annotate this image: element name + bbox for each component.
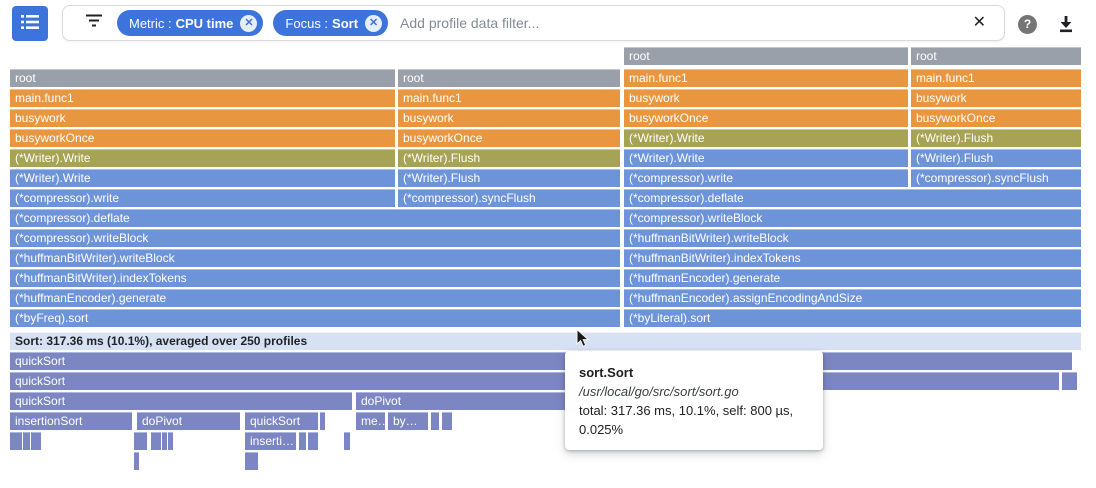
- flame-frame[interactable]: insertionSort: [10, 412, 132, 430]
- flame-frame-sliver[interactable]: [245, 452, 250, 470]
- flame-frame-sliver[interactable]: [313, 432, 318, 450]
- flame-frame[interactable]: (*huffmanBitWriter).writeBlock: [624, 229, 1081, 247]
- flame-frame[interactable]: (*Writer).Write: [10, 149, 395, 167]
- flame-frame[interactable]: (*compressor).syncFlush: [398, 189, 620, 207]
- flame-frame[interactable]: (*compressor).write: [624, 169, 908, 187]
- flame-frame[interactable]: quickSort: [10, 352, 1072, 370]
- filter-list-icon: [85, 14, 103, 32]
- filter-input[interactable]: [398, 14, 973, 32]
- flame-frame[interactable]: root: [911, 47, 1081, 65]
- flame-frame[interactable]: doPivot: [356, 392, 620, 410]
- flame-frame[interactable]: main.func1: [398, 89, 620, 107]
- clear-icon[interactable]: ✕: [972, 14, 986, 31]
- flame-frame[interactable]: main.func1: [624, 69, 908, 87]
- filter-bar: Metric : CPU time ✕ Focus : Sort ✕ ✕: [62, 5, 1005, 41]
- flame-frame[interactable]: (*Writer).Write: [10, 169, 395, 187]
- flame-frame[interactable]: busyworkOnce: [10, 129, 395, 147]
- flame-frame[interactable]: (*compressor).writeBlock: [624, 209, 1081, 227]
- flame-frame[interactable]: busyworkOnce: [398, 129, 620, 147]
- flame-frame[interactable]: (*huffmanEncoder).generate: [624, 269, 1081, 287]
- chip-metric[interactable]: Metric : CPU time ✕: [117, 10, 264, 36]
- flame-frame[interactable]: (*compressor).deflate: [10, 209, 620, 227]
- flame-frame-sliver[interactable]: [23, 432, 30, 450]
- flame-frame[interactable]: (*huffmanBitWriter).indexTokens: [10, 269, 620, 287]
- flame-frame[interactable]: (*huffmanEncoder).assignEncodingAndSize: [624, 289, 1081, 307]
- tooltip-function-name: sort.Sort: [579, 365, 634, 380]
- flame-frame[interactable]: (*compressor).deflate: [624, 189, 1081, 207]
- flame-frame-sliver[interactable]: [299, 432, 306, 450]
- tooltip-source-path: /usr/local/go/src/sort/sort.go: [579, 384, 739, 399]
- flame-frame-sliver[interactable]: [168, 432, 173, 450]
- flame-frame[interactable]: (*huffmanEncoder).generate: [10, 289, 620, 307]
- flame-frame[interactable]: quickSort: [10, 372, 1059, 390]
- download-icon[interactable]: [1056, 14, 1076, 34]
- flame-frame-sliver[interactable]: [151, 432, 161, 450]
- flame-frame[interactable]: root: [10, 69, 395, 87]
- flame-frame[interactable]: root: [624, 47, 908, 65]
- flame-frame-sliver[interactable]: [447, 412, 452, 430]
- flame-frame-sliver[interactable]: [162, 432, 167, 450]
- flame-frame-sliver[interactable]: [308, 432, 313, 450]
- flame-frame[interactable]: (*byLiteral).sort: [624, 309, 1081, 327]
- flame-frame-sliver[interactable]: [344, 432, 350, 450]
- flame-frame-sliver[interactable]: [36, 432, 41, 450]
- flame-frame[interactable]: root: [398, 69, 620, 87]
- flame-frame-sliver[interactable]: [253, 452, 258, 470]
- flame-frame[interactable]: Sort: 317.36 ms (10.1%), averaged over 2…: [10, 332, 1081, 350]
- flame-frame[interactable]: (*Writer).Flush: [398, 169, 620, 187]
- list-icon: [20, 14, 40, 33]
- flame-frame[interactable]: (*byFreq).sort: [10, 309, 620, 327]
- tooltip-metrics: total: 317.36 ms, 10.1%, self: 800 µs, 0…: [579, 403, 794, 437]
- chip-focus-value: Sort: [332, 15, 359, 31]
- chip-metric-prefix: Metric :: [129, 15, 172, 31]
- flame-frame-sliver[interactable]: [10, 432, 22, 450]
- frame-tooltip: sort.Sort /usr/local/go/src/sort/sort.go…: [565, 351, 823, 450]
- flame-frame[interactable]: me…: [356, 412, 385, 430]
- flame-frame[interactable]: (*huffmanBitWriter).writeBlock: [10, 249, 620, 267]
- flame-frame[interactable]: (*Writer).Flush: [398, 149, 620, 167]
- flame-frame-sliver[interactable]: [31, 432, 36, 450]
- flame-frame-sliver[interactable]: [134, 432, 147, 450]
- chip-focus-prefix: Focus :: [285, 15, 329, 31]
- flame-frame[interactable]: (*compressor).syncFlush: [911, 169, 1081, 187]
- flame-frame[interactable]: quickSort: [245, 412, 318, 430]
- flame-frame-sliver[interactable]: [320, 412, 325, 430]
- flame-frame[interactable]: main.func1: [911, 69, 1081, 87]
- flame-frame[interactable]: (*Writer).Write: [624, 129, 908, 147]
- flame-frame[interactable]: busywork: [911, 89, 1081, 107]
- flame-frame-sliver[interactable]: [1062, 372, 1077, 390]
- flame-frame[interactable]: (*Writer).Flush: [911, 149, 1081, 167]
- flame-frame-sliver[interactable]: [442, 412, 447, 430]
- flame-frame[interactable]: inserti…: [245, 432, 296, 450]
- chip-metric-value: CPU time: [175, 15, 234, 31]
- flame-frame-sliver[interactable]: [134, 452, 139, 470]
- flame-frame[interactable]: main.func1: [10, 89, 395, 107]
- flame-frame[interactable]: busywork: [624, 89, 908, 107]
- menu-button[interactable]: [12, 6, 48, 41]
- flame-frame[interactable]: (*huffmanBitWriter).indexTokens: [624, 249, 1081, 267]
- flame-frame[interactable]: busywork: [398, 109, 620, 127]
- circle-x-icon[interactable]: ✕: [365, 14, 383, 32]
- help-icon[interactable]: ?: [1018, 15, 1037, 34]
- flame-frame[interactable]: (*compressor).write: [10, 189, 395, 207]
- flame-frame-sliver[interactable]: [249, 452, 254, 470]
- flame-frame[interactable]: quickSort: [10, 392, 352, 410]
- flame-frame[interactable]: doPivot: [137, 412, 240, 430]
- flame-frame[interactable]: busyworkOnce: [624, 109, 908, 127]
- flame-frame-sliver[interactable]: [431, 412, 439, 430]
- flame-frame[interactable]: by…: [388, 412, 428, 430]
- chip-focus[interactable]: Focus : Sort ✕: [273, 10, 389, 36]
- flame-frame[interactable]: busywork: [10, 109, 395, 127]
- flame-frame[interactable]: busyworkOnce: [911, 109, 1081, 127]
- flame-frame[interactable]: (*Writer).Flush: [911, 129, 1081, 147]
- flame-frame[interactable]: (*Writer).Write: [624, 149, 908, 167]
- circle-x-icon[interactable]: ✕: [240, 14, 258, 32]
- flame-frame[interactable]: (*compressor).writeBlock: [10, 229, 620, 247]
